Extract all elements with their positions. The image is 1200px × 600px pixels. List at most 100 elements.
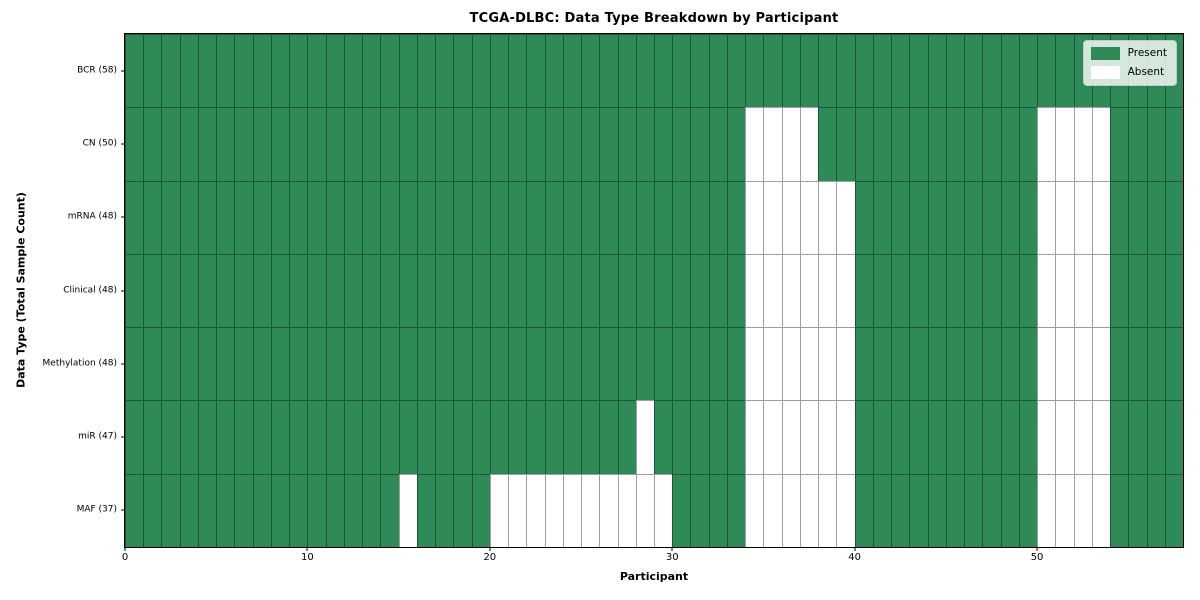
heatmap-cell — [343, 327, 363, 401]
heatmap-grid — [125, 34, 1183, 547]
heatmap-cell — [325, 400, 344, 474]
heatmap-cell — [252, 327, 271, 401]
heatmap-cell — [362, 400, 381, 474]
heatmap-cell — [909, 107, 928, 181]
heatmap-cell — [508, 473, 527, 547]
heatmap-cell — [471, 34, 490, 108]
heatmap-cell — [745, 327, 764, 401]
heatmap-cell — [270, 473, 290, 547]
heatmap-cell — [745, 473, 764, 547]
heatmap-cell — [143, 473, 162, 547]
heatmap-cell — [416, 400, 436, 474]
heatmap-cell — [1037, 180, 1056, 254]
heatmap-cell — [982, 34, 1001, 108]
x-tick-label: 30 — [665, 552, 679, 563]
x-tick-mark — [854, 547, 856, 551]
heatmap-cell — [763, 34, 782, 108]
heatmap-cell — [763, 107, 782, 181]
heatmap-cell — [599, 180, 618, 254]
heatmap-cell — [945, 473, 965, 547]
heatmap-cell — [380, 34, 399, 108]
heatmap-cell — [362, 253, 381, 328]
heatmap-cell — [508, 400, 527, 474]
heatmap-cell — [179, 400, 198, 474]
heatmap-cell — [471, 400, 490, 474]
heatmap-cell — [708, 34, 727, 108]
heatmap-cell — [781, 107, 800, 181]
heatmap-cell — [1128, 180, 1147, 254]
heatmap-cell — [635, 327, 654, 401]
heatmap-cell — [909, 327, 928, 401]
heatmap-cell — [179, 253, 198, 328]
heatmap-cell — [872, 107, 892, 181]
heatmap-cell — [343, 34, 363, 108]
heatmap-cell — [945, 180, 965, 254]
heatmap-cell — [544, 327, 563, 401]
heatmap-cell — [143, 400, 162, 474]
heatmap-cell — [1037, 107, 1056, 181]
heatmap-cell — [416, 107, 436, 181]
heatmap-cell — [745, 400, 764, 474]
heatmap-cell — [945, 327, 965, 401]
heatmap-cell — [781, 327, 800, 401]
heatmap-cell — [763, 400, 782, 474]
heatmap-cell — [197, 180, 217, 254]
heatmap-cell — [690, 180, 709, 254]
heatmap-cell — [362, 180, 381, 254]
heatmap-cell — [234, 107, 253, 181]
heatmap-cell — [836, 253, 855, 328]
heatmap-cell — [653, 327, 673, 401]
heatmap-cell — [398, 473, 417, 547]
x-tick-label: 50 — [1030, 552, 1044, 563]
heatmap-cell — [982, 473, 1001, 547]
heatmap-cell — [653, 400, 673, 474]
heatmap-cell — [854, 473, 873, 547]
heatmap-cell — [307, 253, 326, 328]
heatmap-cell — [927, 253, 946, 328]
heatmap-cell — [252, 400, 271, 474]
heatmap-cell — [909, 180, 928, 254]
absent-swatch-icon — [1090, 66, 1120, 79]
heatmap-cell — [562, 473, 582, 547]
heatmap-cell — [544, 107, 563, 181]
heatmap-cell — [471, 327, 490, 401]
heatmap-cell — [270, 400, 290, 474]
legend: Present Absent — [1082, 40, 1177, 86]
heatmap-cell — [216, 327, 235, 401]
heatmap-cell — [1018, 327, 1038, 401]
heatmap-cell — [1000, 473, 1019, 547]
heatmap-cell — [526, 180, 545, 254]
heatmap-cell — [690, 327, 709, 401]
heatmap-cell — [708, 180, 727, 254]
heatmap-cell — [1073, 107, 1092, 181]
heatmap-cell — [125, 253, 144, 328]
heatmap-cell — [909, 400, 928, 474]
heatmap-cell — [945, 253, 965, 328]
y-tick-label: Methylation (48) — [42, 358, 117, 369]
heatmap-cell — [362, 107, 381, 181]
heatmap-cell — [1164, 107, 1183, 181]
heatmap-cell — [763, 473, 782, 547]
heatmap-cell — [635, 473, 654, 547]
heatmap-cell — [143, 253, 162, 328]
heatmap-cell — [745, 34, 764, 108]
heatmap-cell — [325, 180, 344, 254]
y-tick-mark — [121, 216, 125, 218]
heatmap-cell — [562, 180, 582, 254]
heatmap-cell — [726, 327, 746, 401]
x-tick-mark — [489, 547, 491, 551]
heatmap-cell — [435, 327, 454, 401]
heatmap-cell — [343, 400, 363, 474]
heatmap-cell — [581, 180, 600, 254]
heatmap-cell — [216, 400, 235, 474]
heatmap-cell — [1037, 400, 1056, 474]
heatmap-cell — [927, 327, 946, 401]
heatmap-cell — [1164, 400, 1183, 474]
heatmap-cell — [653, 180, 673, 254]
heatmap-cell — [398, 253, 417, 328]
heatmap-cell — [891, 327, 910, 401]
heatmap-cell — [398, 400, 417, 474]
heatmap-cell — [818, 34, 837, 108]
heatmap-cell — [854, 400, 873, 474]
heatmap-cell — [1000, 327, 1019, 401]
